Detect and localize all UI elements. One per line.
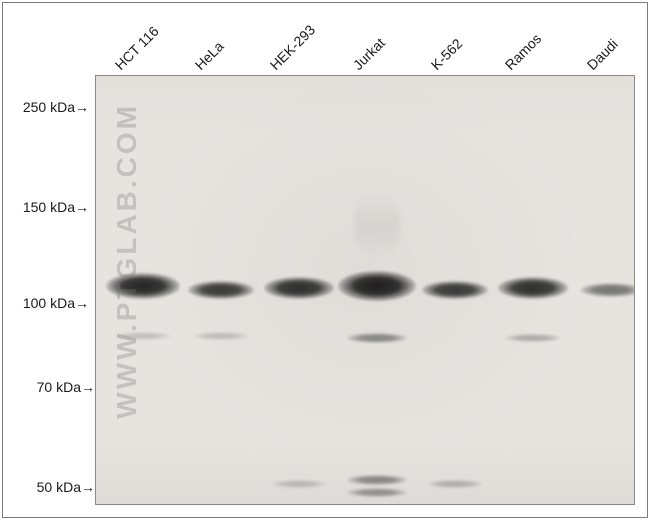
mw-marker-150: 150 kDa→	[9, 199, 89, 215]
mw-marker-50: 50 kDa→	[15, 479, 95, 495]
lane-label-1: HeLa	[192, 38, 227, 73]
lane-label-4: K-562	[428, 35, 466, 73]
band	[193, 332, 249, 340]
band	[264, 277, 334, 299]
band	[498, 277, 568, 299]
band-smear	[354, 191, 400, 261]
blot-image	[95, 75, 635, 505]
band	[505, 334, 561, 342]
mw-marker-70: 70 kDa→	[15, 379, 95, 395]
band	[428, 480, 482, 488]
band	[338, 271, 416, 301]
band	[188, 281, 254, 299]
lane-label-3: Jurkat	[350, 35, 388, 73]
figure-container: 250 kDa→ 150 kDa→ 100 kDa→ 70 kDa→ 50 kD…	[2, 2, 648, 518]
band	[422, 281, 488, 299]
lane-label-6: Daudi	[584, 36, 621, 73]
mw-marker-250: 250 kDa→	[9, 99, 89, 115]
mw-marker-100: 100 kDa→	[9, 295, 89, 311]
band	[347, 475, 407, 485]
band	[347, 333, 407, 343]
band	[580, 283, 635, 297]
band	[347, 488, 407, 497]
lane-label-2: HEK-293	[267, 22, 318, 73]
watermark: WWW.PTGLAB.COM	[111, 103, 143, 419]
band	[272, 480, 326, 488]
lane-label-0: HCT 116	[112, 23, 162, 73]
lane-label-5: Ramos	[502, 30, 545, 73]
